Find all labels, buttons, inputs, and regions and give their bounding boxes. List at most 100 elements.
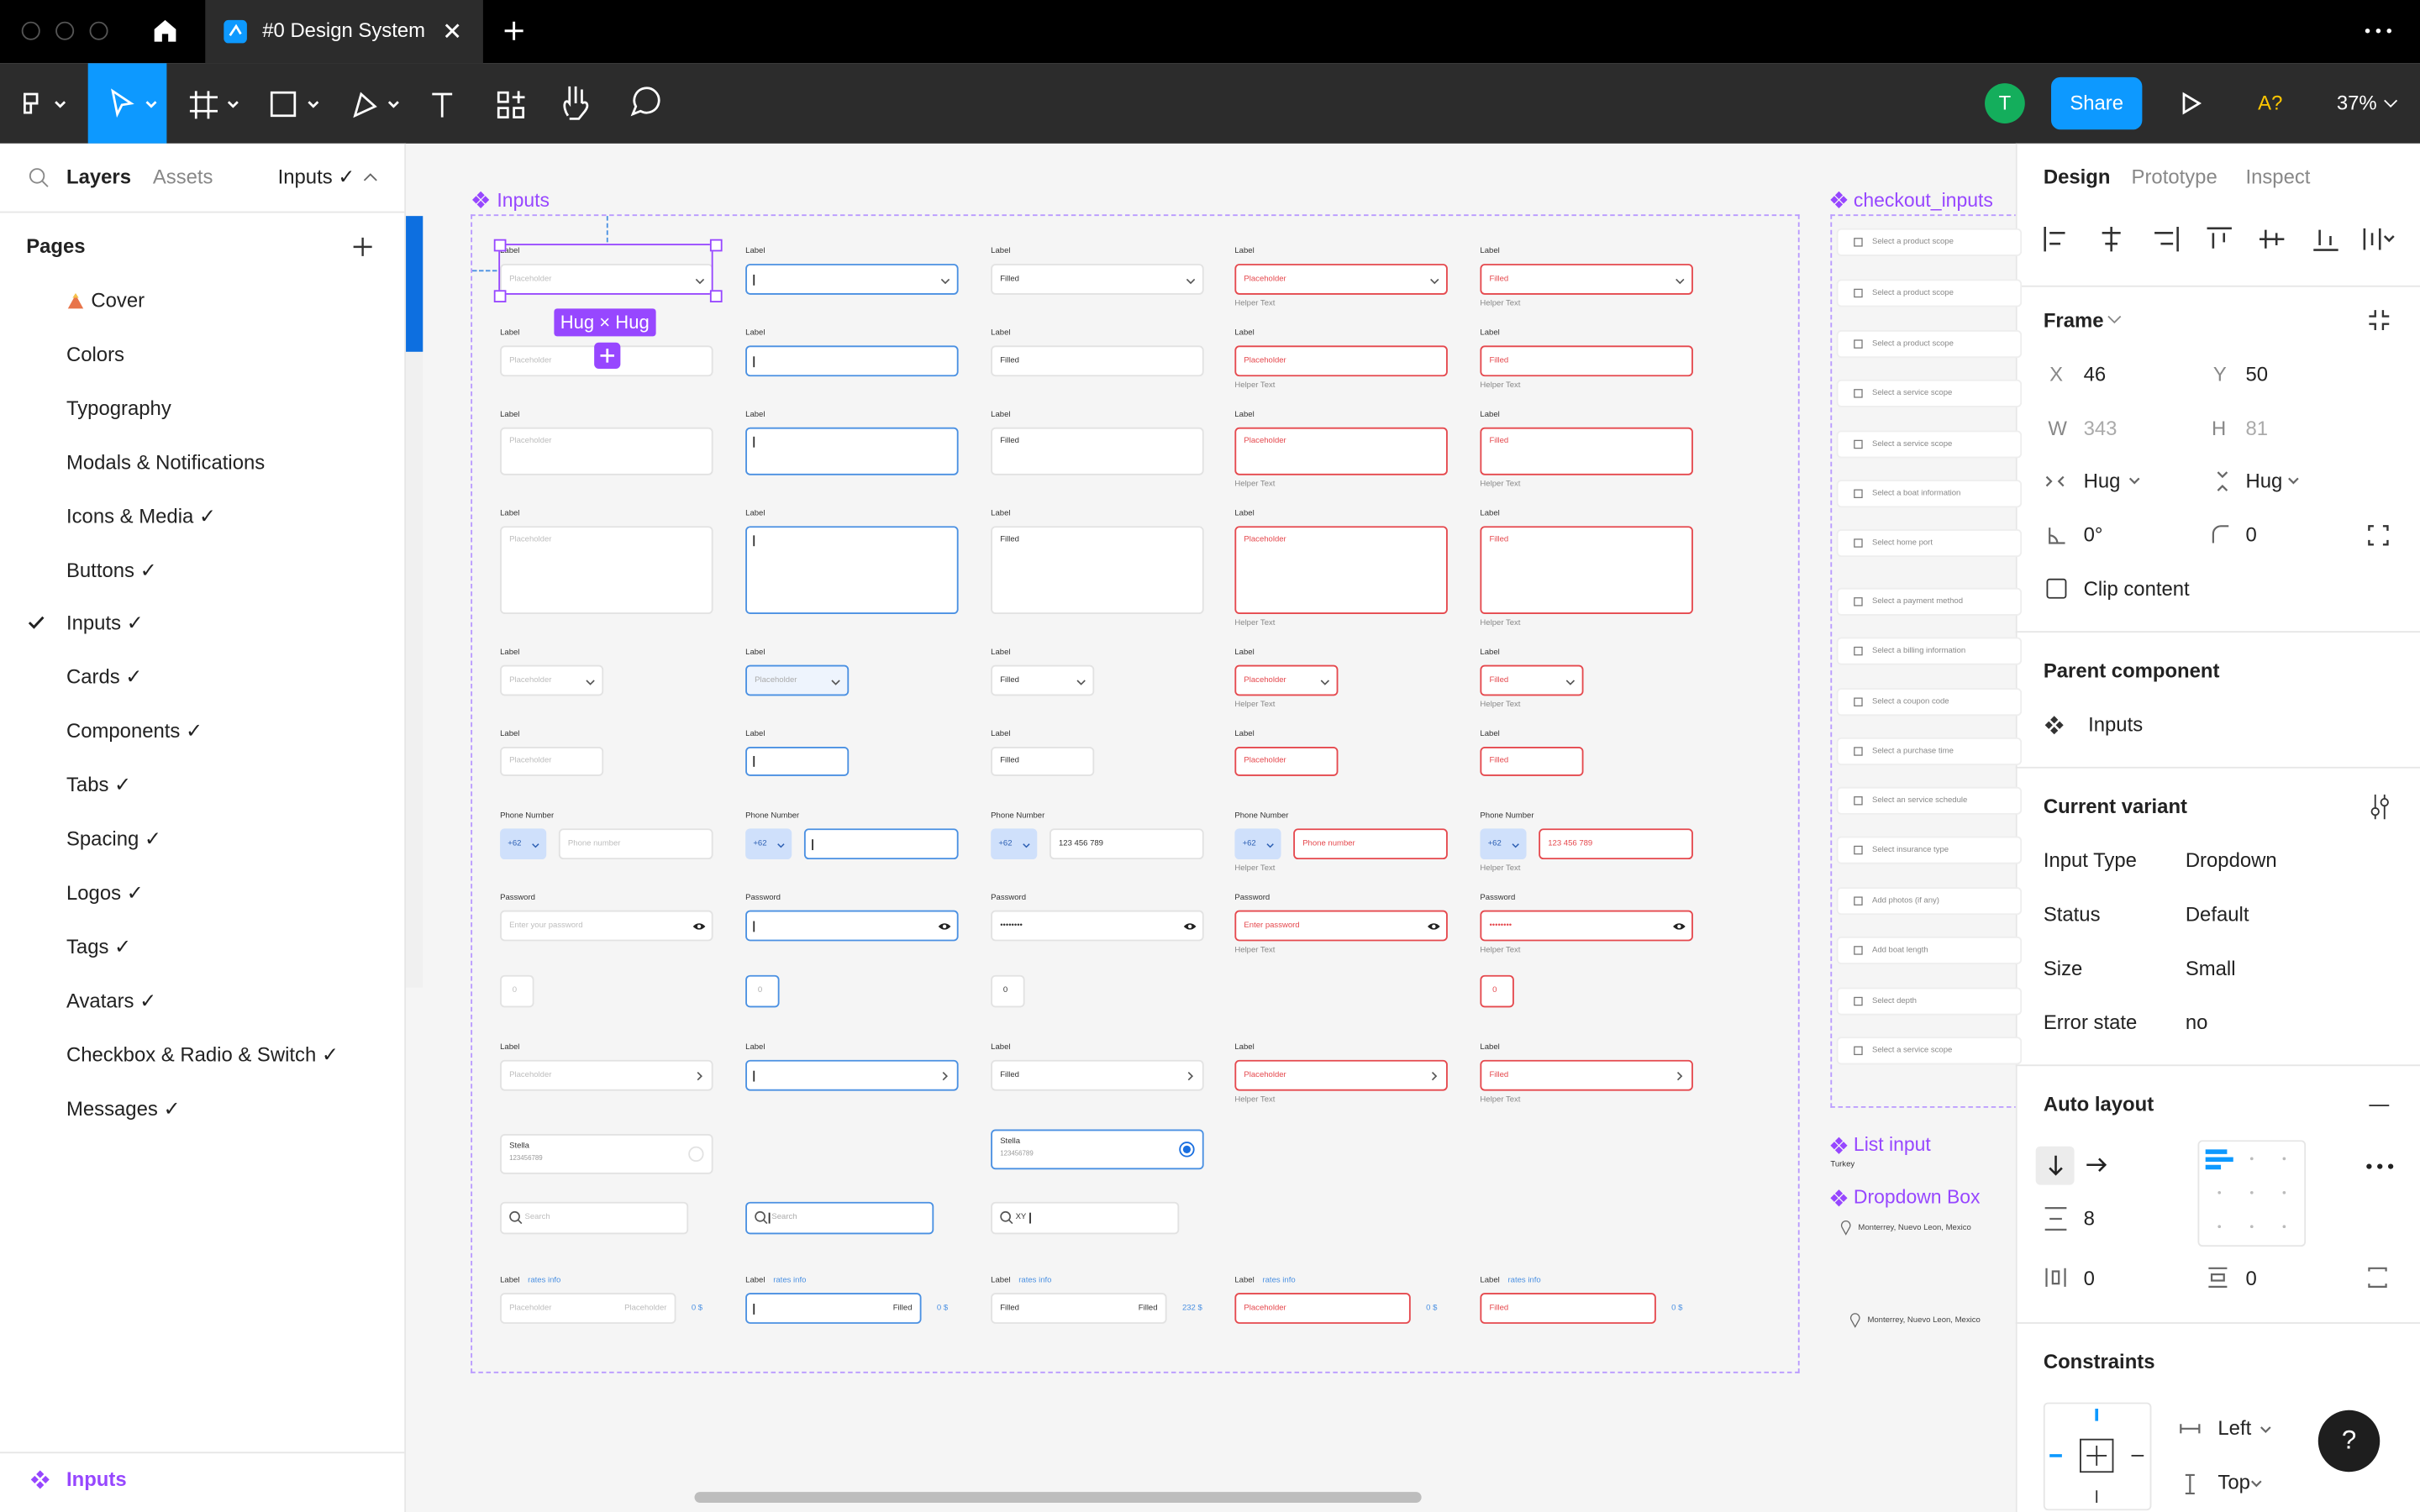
input-field[interactable] bbox=[991, 746, 1095, 776]
checkout-field[interactable] bbox=[1836, 637, 2023, 665]
page-item[interactable]: Colors bbox=[66, 342, 125, 366]
y-value[interactable]: 50 bbox=[2245, 362, 2269, 386]
field-link[interactable]: rates info bbox=[1507, 1275, 1541, 1286]
design-tab[interactable]: Design bbox=[2043, 165, 2111, 189]
list-item[interactable] bbox=[500, 1134, 713, 1174]
input-field[interactable] bbox=[745, 664, 850, 696]
input-field[interactable] bbox=[1480, 264, 1693, 295]
resize-handle[interactable] bbox=[708, 289, 722, 302]
checkout-field[interactable] bbox=[1836, 228, 2023, 256]
avatar-circle[interactable] bbox=[1985, 83, 2025, 123]
page-item[interactable]: Messages ✓ bbox=[66, 1096, 181, 1120]
resize-handle[interactable] bbox=[492, 238, 506, 251]
page-item[interactable]: Checkbox & Radio & Switch ✓ bbox=[66, 1042, 339, 1066]
padding-horizontal[interactable]: 0 bbox=[2083, 1266, 2095, 1290]
height-mode[interactable]: Hug bbox=[2245, 469, 2283, 492]
input-field[interactable] bbox=[991, 664, 1095, 696]
input-field[interactable] bbox=[1234, 345, 1448, 377]
input-field[interactable] bbox=[1234, 427, 1448, 475]
variant-value[interactable]: Small bbox=[2185, 956, 2236, 980]
checkout-field[interactable] bbox=[1836, 836, 2023, 864]
home-icon[interactable] bbox=[153, 18, 177, 43]
scrollbar-thumb[interactable] bbox=[406, 216, 424, 352]
h-value[interactable]: 81 bbox=[2245, 416, 2269, 440]
input-field[interactable] bbox=[1234, 526, 1448, 615]
input-field[interactable] bbox=[991, 264, 1204, 295]
input-field[interactable] bbox=[1480, 974, 1514, 1008]
input-field[interactable] bbox=[1480, 746, 1584, 776]
independent-corners[interactable] bbox=[2368, 524, 2390, 546]
padding-vertical[interactable]: 0 bbox=[2245, 1266, 2257, 1290]
input-field[interactable] bbox=[1049, 828, 1204, 860]
input-field[interactable] bbox=[803, 828, 959, 860]
variant-value[interactable]: no bbox=[2185, 1011, 2208, 1034]
checkout-field[interactable] bbox=[1836, 279, 2023, 307]
page-item[interactable]: Cards ✓ bbox=[66, 665, 143, 689]
layers-tab[interactable]: Layers bbox=[66, 165, 131, 189]
list-item[interactable] bbox=[991, 1129, 1204, 1170]
assets-tab[interactable]: Assets bbox=[152, 165, 213, 189]
h-scrollbar[interactable] bbox=[694, 1492, 1422, 1503]
alignment-grid[interactable] bbox=[2197, 1140, 2307, 1247]
help-button[interactable]: ? bbox=[2317, 1410, 2381, 1473]
input-field[interactable] bbox=[745, 1201, 934, 1235]
input-field[interactable] bbox=[745, 345, 959, 377]
new-tab[interactable] bbox=[504, 21, 523, 40]
page-item[interactable]: Modals & Notifications bbox=[66, 449, 266, 474]
constraint-horizontal[interactable]: Left bbox=[2217, 1416, 2252, 1440]
corner-radius[interactable]: 0 bbox=[2245, 522, 2257, 547]
frame-title[interactable]: Inputs bbox=[497, 189, 550, 212]
frame-title[interactable]: Dropdown Box bbox=[1853, 1186, 1981, 1209]
input-field[interactable] bbox=[1293, 828, 1448, 860]
field-link[interactable]: rates info bbox=[528, 1275, 561, 1286]
page-item[interactable]: Components ✓ bbox=[66, 719, 203, 743]
resize-handle[interactable] bbox=[708, 238, 722, 251]
parent-name[interactable]: Inputs bbox=[2088, 712, 2144, 737]
input-field[interactable] bbox=[745, 427, 959, 475]
field-link[interactable]: rates info bbox=[773, 1275, 807, 1286]
input-field[interactable] bbox=[1480, 526, 1693, 615]
checkout-field[interactable] bbox=[1836, 936, 2023, 964]
input-field[interactable] bbox=[745, 974, 780, 1008]
input-field[interactable] bbox=[500, 974, 534, 1008]
collapse-chevron[interactable] bbox=[363, 173, 377, 182]
present-button[interactable] bbox=[2182, 92, 2202, 115]
page-item[interactable]: Cover bbox=[91, 288, 145, 312]
field-link[interactable]: rates info bbox=[1262, 1275, 1296, 1286]
field-link[interactable]: rates info bbox=[1018, 1275, 1052, 1286]
search-icon[interactable] bbox=[29, 168, 50, 188]
checkout-field[interactable] bbox=[1836, 987, 2023, 1016]
variant-value[interactable]: Default bbox=[2185, 902, 2249, 927]
input-field[interactable] bbox=[991, 1293, 1167, 1324]
prototype-tab[interactable]: Prototype bbox=[2131, 165, 2217, 189]
checkout-field[interactable] bbox=[1836, 529, 2023, 558]
input-field[interactable] bbox=[1234, 1293, 1411, 1324]
input-field[interactable] bbox=[745, 1293, 922, 1324]
constraints-box[interactable] bbox=[2043, 1402, 2152, 1511]
page-item[interactable]: Typography bbox=[66, 396, 171, 420]
input-field[interactable] bbox=[991, 526, 1204, 615]
frame-title[interactable]: checkout_inputs bbox=[1853, 189, 1993, 212]
input-field[interactable] bbox=[745, 1059, 959, 1091]
page-selector[interactable]: Inputs ✓ bbox=[277, 165, 355, 189]
w-value[interactable]: 343 bbox=[2083, 416, 2118, 440]
input-field[interactable] bbox=[500, 427, 713, 475]
page-item[interactable]: Tabs ✓ bbox=[66, 773, 132, 796]
input-field[interactable] bbox=[1234, 264, 1448, 295]
constraint-vertical[interactable]: Top bbox=[2217, 1470, 2250, 1494]
input-field[interactable] bbox=[1234, 664, 1339, 696]
checkout-field[interactable] bbox=[1836, 1037, 2023, 1065]
checkout-field[interactable] bbox=[1836, 430, 2023, 459]
align-tools[interactable] bbox=[2037, 223, 2407, 255]
resize-handle[interactable] bbox=[492, 289, 506, 302]
direction-icons[interactable] bbox=[2047, 1154, 2108, 1178]
input-field[interactable] bbox=[500, 1201, 689, 1235]
input-field[interactable] bbox=[745, 746, 850, 776]
input-field[interactable] bbox=[1480, 664, 1584, 696]
checkout-field[interactable] bbox=[1836, 480, 2023, 508]
input-field[interactable] bbox=[991, 1059, 1204, 1091]
input-field[interactable] bbox=[500, 526, 713, 615]
input-field[interactable] bbox=[558, 828, 713, 860]
page-item[interactable]: Spacing ✓ bbox=[66, 827, 161, 851]
frame-title[interactable]: List input bbox=[1853, 1134, 1931, 1156]
